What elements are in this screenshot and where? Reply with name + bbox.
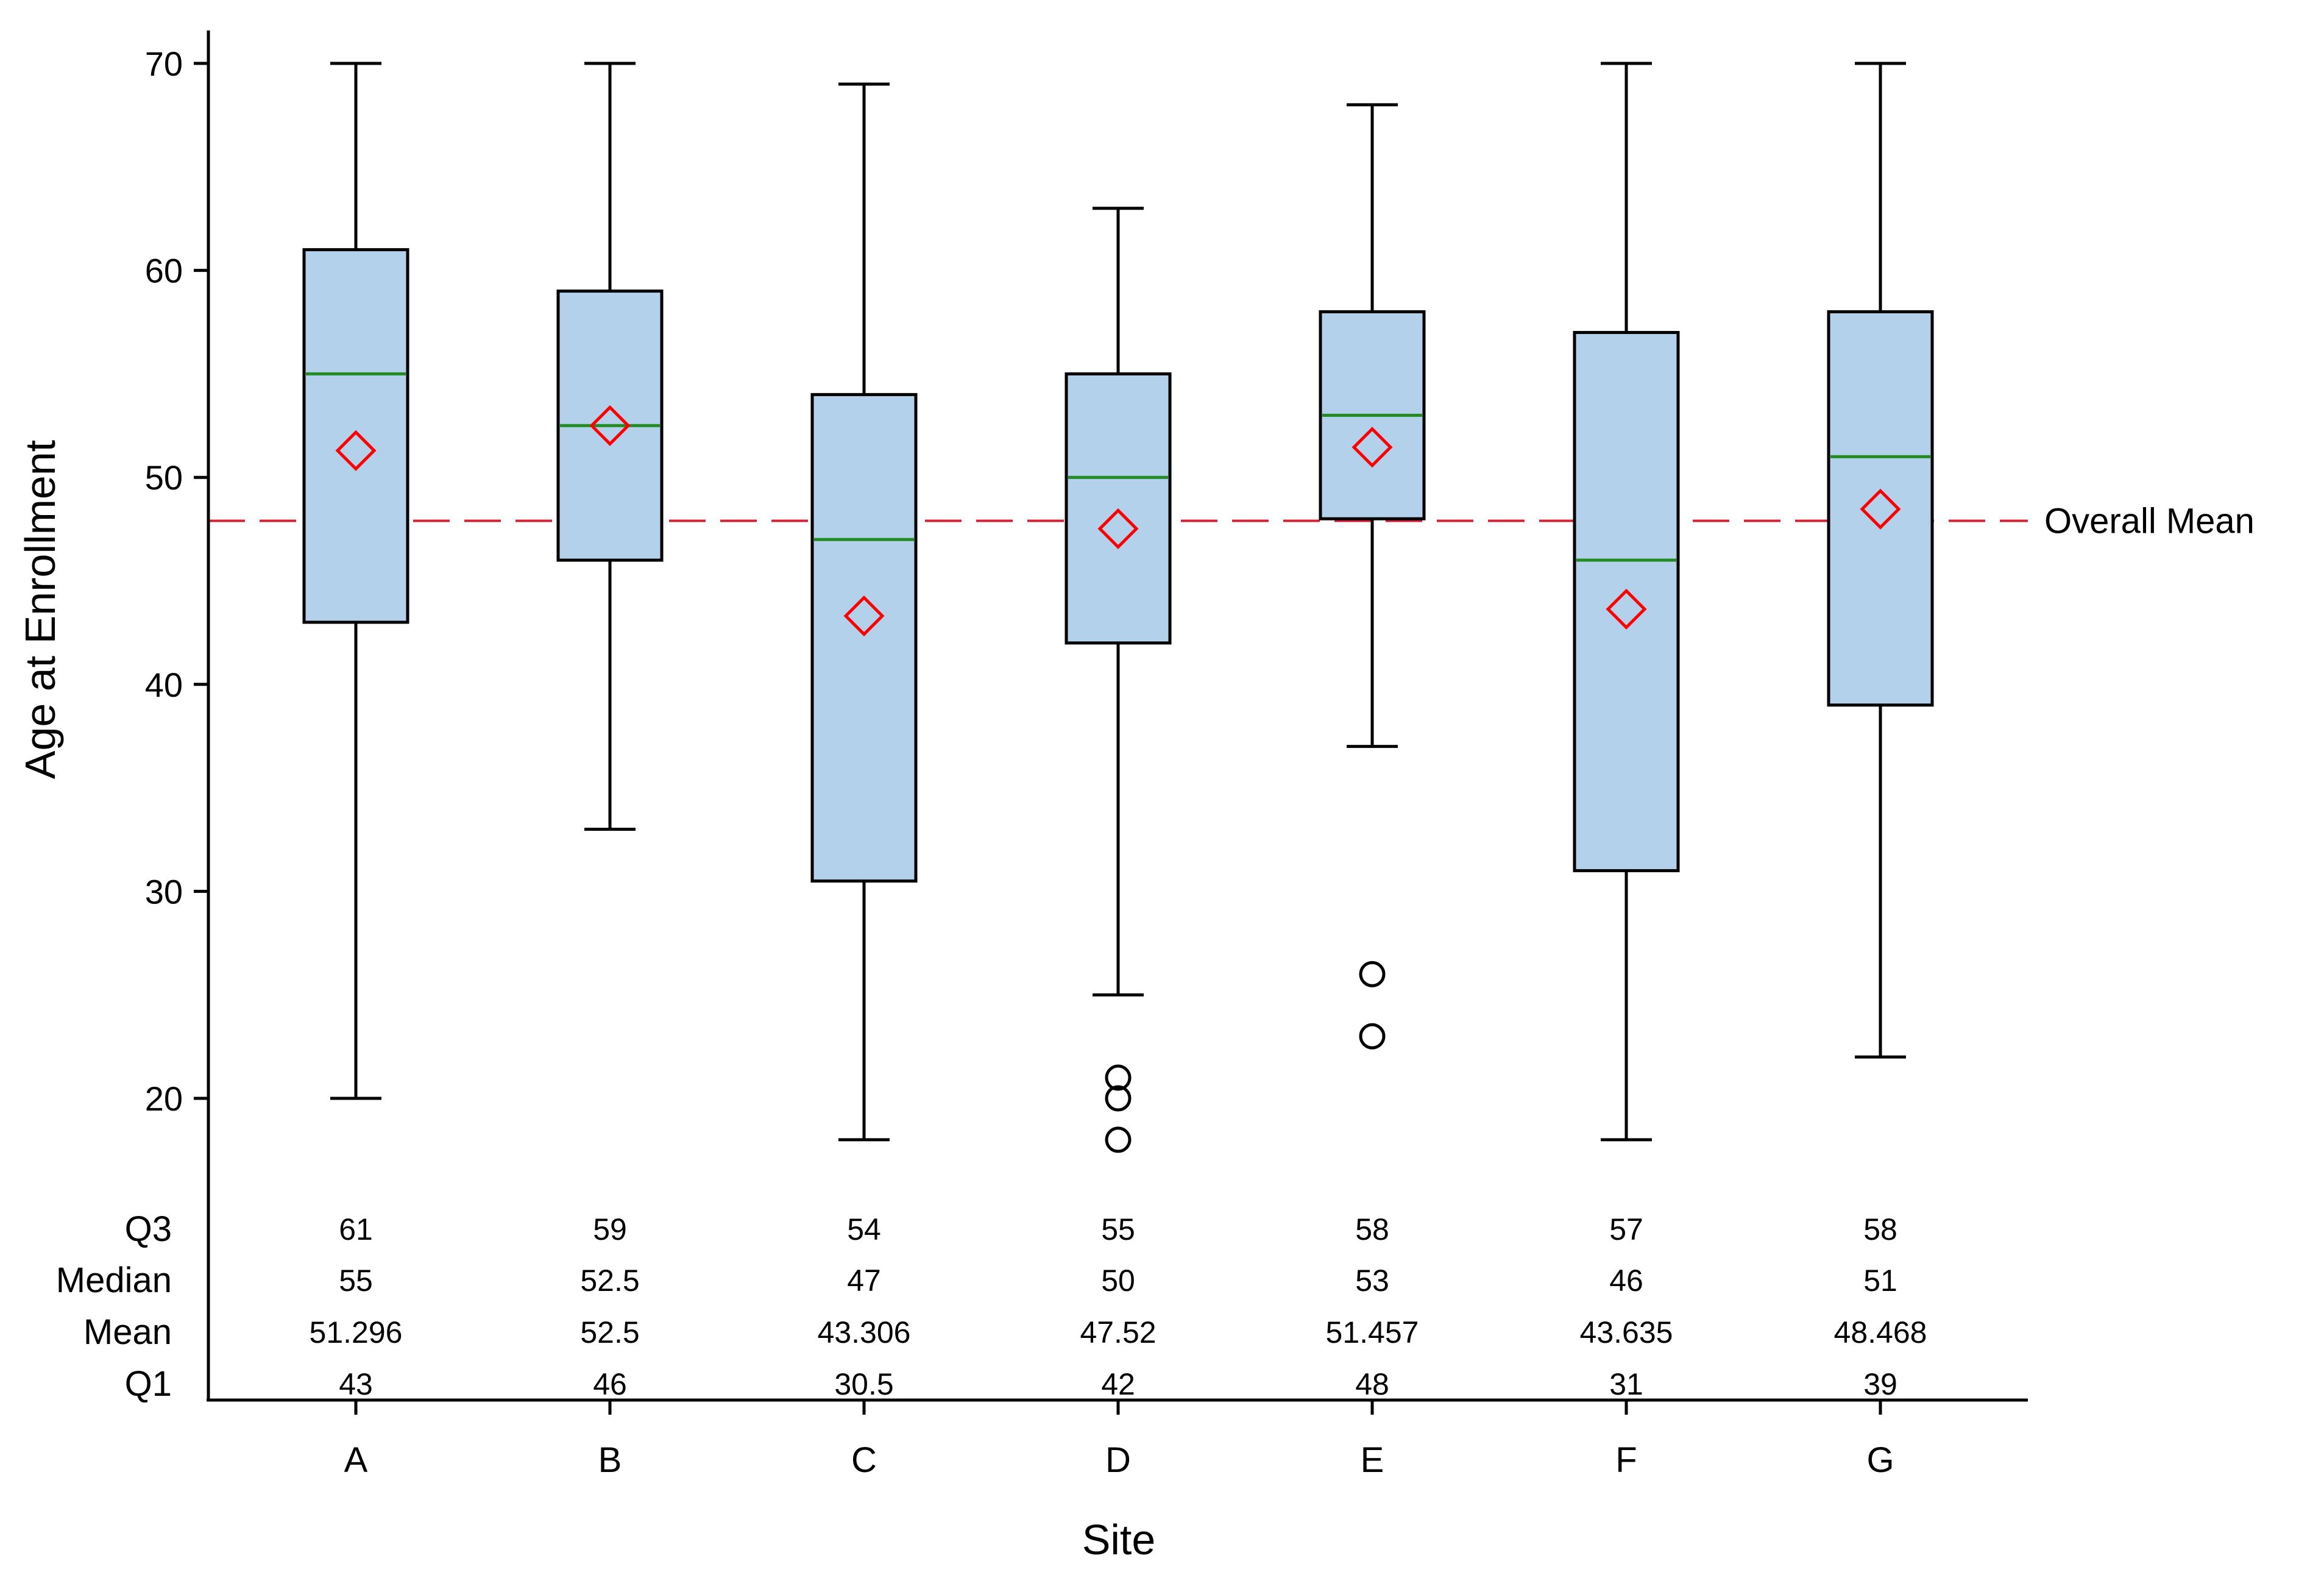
stats-cell: 43.635 bbox=[1580, 1315, 1673, 1349]
y-tick-layer: 20 30 40 50 60 70 bbox=[145, 44, 208, 1118]
outlier-point bbox=[1359, 1023, 1386, 1050]
mean-marker bbox=[1860, 488, 1901, 530]
stats-cell: 31 bbox=[1609, 1367, 1643, 1401]
mean-marker bbox=[843, 595, 885, 637]
stats-cell: 39 bbox=[1863, 1367, 1897, 1401]
stats-cell: 52.5 bbox=[580, 1264, 639, 1298]
stats-cell: 55 bbox=[339, 1264, 373, 1298]
box-layer bbox=[302, 62, 1934, 1153]
stats-cell: 53 bbox=[1355, 1264, 1389, 1298]
box-group-a bbox=[302, 62, 409, 1100]
stats-row-label: Q3 bbox=[125, 1209, 172, 1249]
x-tick-label: C bbox=[851, 1440, 877, 1480]
mean-marker bbox=[1097, 508, 1139, 549]
y-tick-label: 60 bbox=[145, 252, 183, 290]
stats-cell: 52.5 bbox=[580, 1315, 639, 1349]
box-group-b bbox=[556, 62, 664, 831]
box-group-f bbox=[1573, 62, 1680, 1142]
outlier-point bbox=[1105, 1126, 1132, 1153]
x-axis-title: Site bbox=[1082, 1516, 1156, 1563]
stats-cell: 48 bbox=[1355, 1367, 1389, 1401]
iqr-box bbox=[1827, 310, 1934, 707]
stats-cell: 59 bbox=[593, 1212, 627, 1246]
mean-marker bbox=[1606, 588, 1647, 630]
stats-cell: 48.468 bbox=[1834, 1315, 1927, 1349]
stats-cell: 61 bbox=[339, 1212, 373, 1246]
stats-cell: 43 bbox=[339, 1367, 373, 1401]
y-tick-label: 70 bbox=[145, 44, 183, 83]
outlier-point bbox=[1359, 961, 1386, 987]
box-group-g bbox=[1827, 62, 1934, 1059]
outlier-point bbox=[1105, 1064, 1132, 1091]
iqr-box bbox=[810, 393, 918, 883]
stats-cell: 47.52 bbox=[1080, 1315, 1156, 1349]
stats-cell: 58 bbox=[1355, 1212, 1389, 1246]
stats-cell: 50 bbox=[1101, 1264, 1135, 1298]
y-tick-label: 40 bbox=[145, 666, 183, 704]
stats-cell: 46 bbox=[593, 1367, 627, 1401]
iqr-box bbox=[1573, 330, 1680, 872]
x-tick-label: F bbox=[1615, 1440, 1637, 1480]
outlier-point bbox=[1105, 1085, 1132, 1112]
box-group-e bbox=[1319, 103, 1426, 1050]
stats-row-label: Median bbox=[56, 1260, 172, 1300]
stats-cell: 47 bbox=[847, 1264, 881, 1298]
stats-cell: 51.296 bbox=[310, 1315, 403, 1349]
overall-mean-label: Overall Mean bbox=[2044, 502, 2255, 541]
stats-cell: 55 bbox=[1101, 1212, 1135, 1246]
x-tick-label: G bbox=[1866, 1440, 1894, 1480]
x-tick-layer: A B C D E F G bbox=[344, 1400, 1894, 1480]
stats-cell: 51 bbox=[1863, 1264, 1897, 1298]
stats-row-label: Q1 bbox=[125, 1364, 172, 1404]
stats-cell: 54 bbox=[847, 1212, 881, 1246]
stats-cell: 43.306 bbox=[818, 1315, 911, 1349]
stats-cell: 42 bbox=[1101, 1367, 1135, 1401]
stats-cell: 46 bbox=[1609, 1264, 1643, 1298]
y-tick-label: 30 bbox=[145, 872, 183, 911]
box-group-d bbox=[1065, 207, 1172, 1153]
x-tick-label: D bbox=[1105, 1440, 1131, 1480]
mean-marker bbox=[589, 405, 631, 446]
stats-cell: 51.457 bbox=[1326, 1315, 1419, 1349]
stats-cell: 58 bbox=[1863, 1212, 1897, 1246]
x-tick-label: A bbox=[344, 1440, 368, 1480]
mean-marker bbox=[1352, 427, 1393, 468]
y-axis-title: Age at Enrollment bbox=[16, 440, 64, 779]
box-group-c bbox=[810, 82, 918, 1142]
stats-cell: 57 bbox=[1609, 1212, 1643, 1246]
stats-table: Q3 61 59 54 55 58 57 58 Median 55 52.5 47 50 53 46 51 Me… bbox=[56, 1209, 1927, 1404]
x-tick-label: E bbox=[1361, 1440, 1384, 1480]
y-tick-label: 50 bbox=[145, 458, 183, 497]
y-tick-label: 20 bbox=[145, 1079, 183, 1118]
stats-row-label: Mean bbox=[83, 1312, 172, 1352]
reference-line-layer: Overall Mean bbox=[208, 502, 2255, 541]
x-tick-label: B bbox=[598, 1440, 622, 1480]
stats-cell: 30.5 bbox=[834, 1367, 893, 1401]
iqr-box bbox=[302, 248, 409, 624]
mean-marker bbox=[335, 430, 377, 471]
